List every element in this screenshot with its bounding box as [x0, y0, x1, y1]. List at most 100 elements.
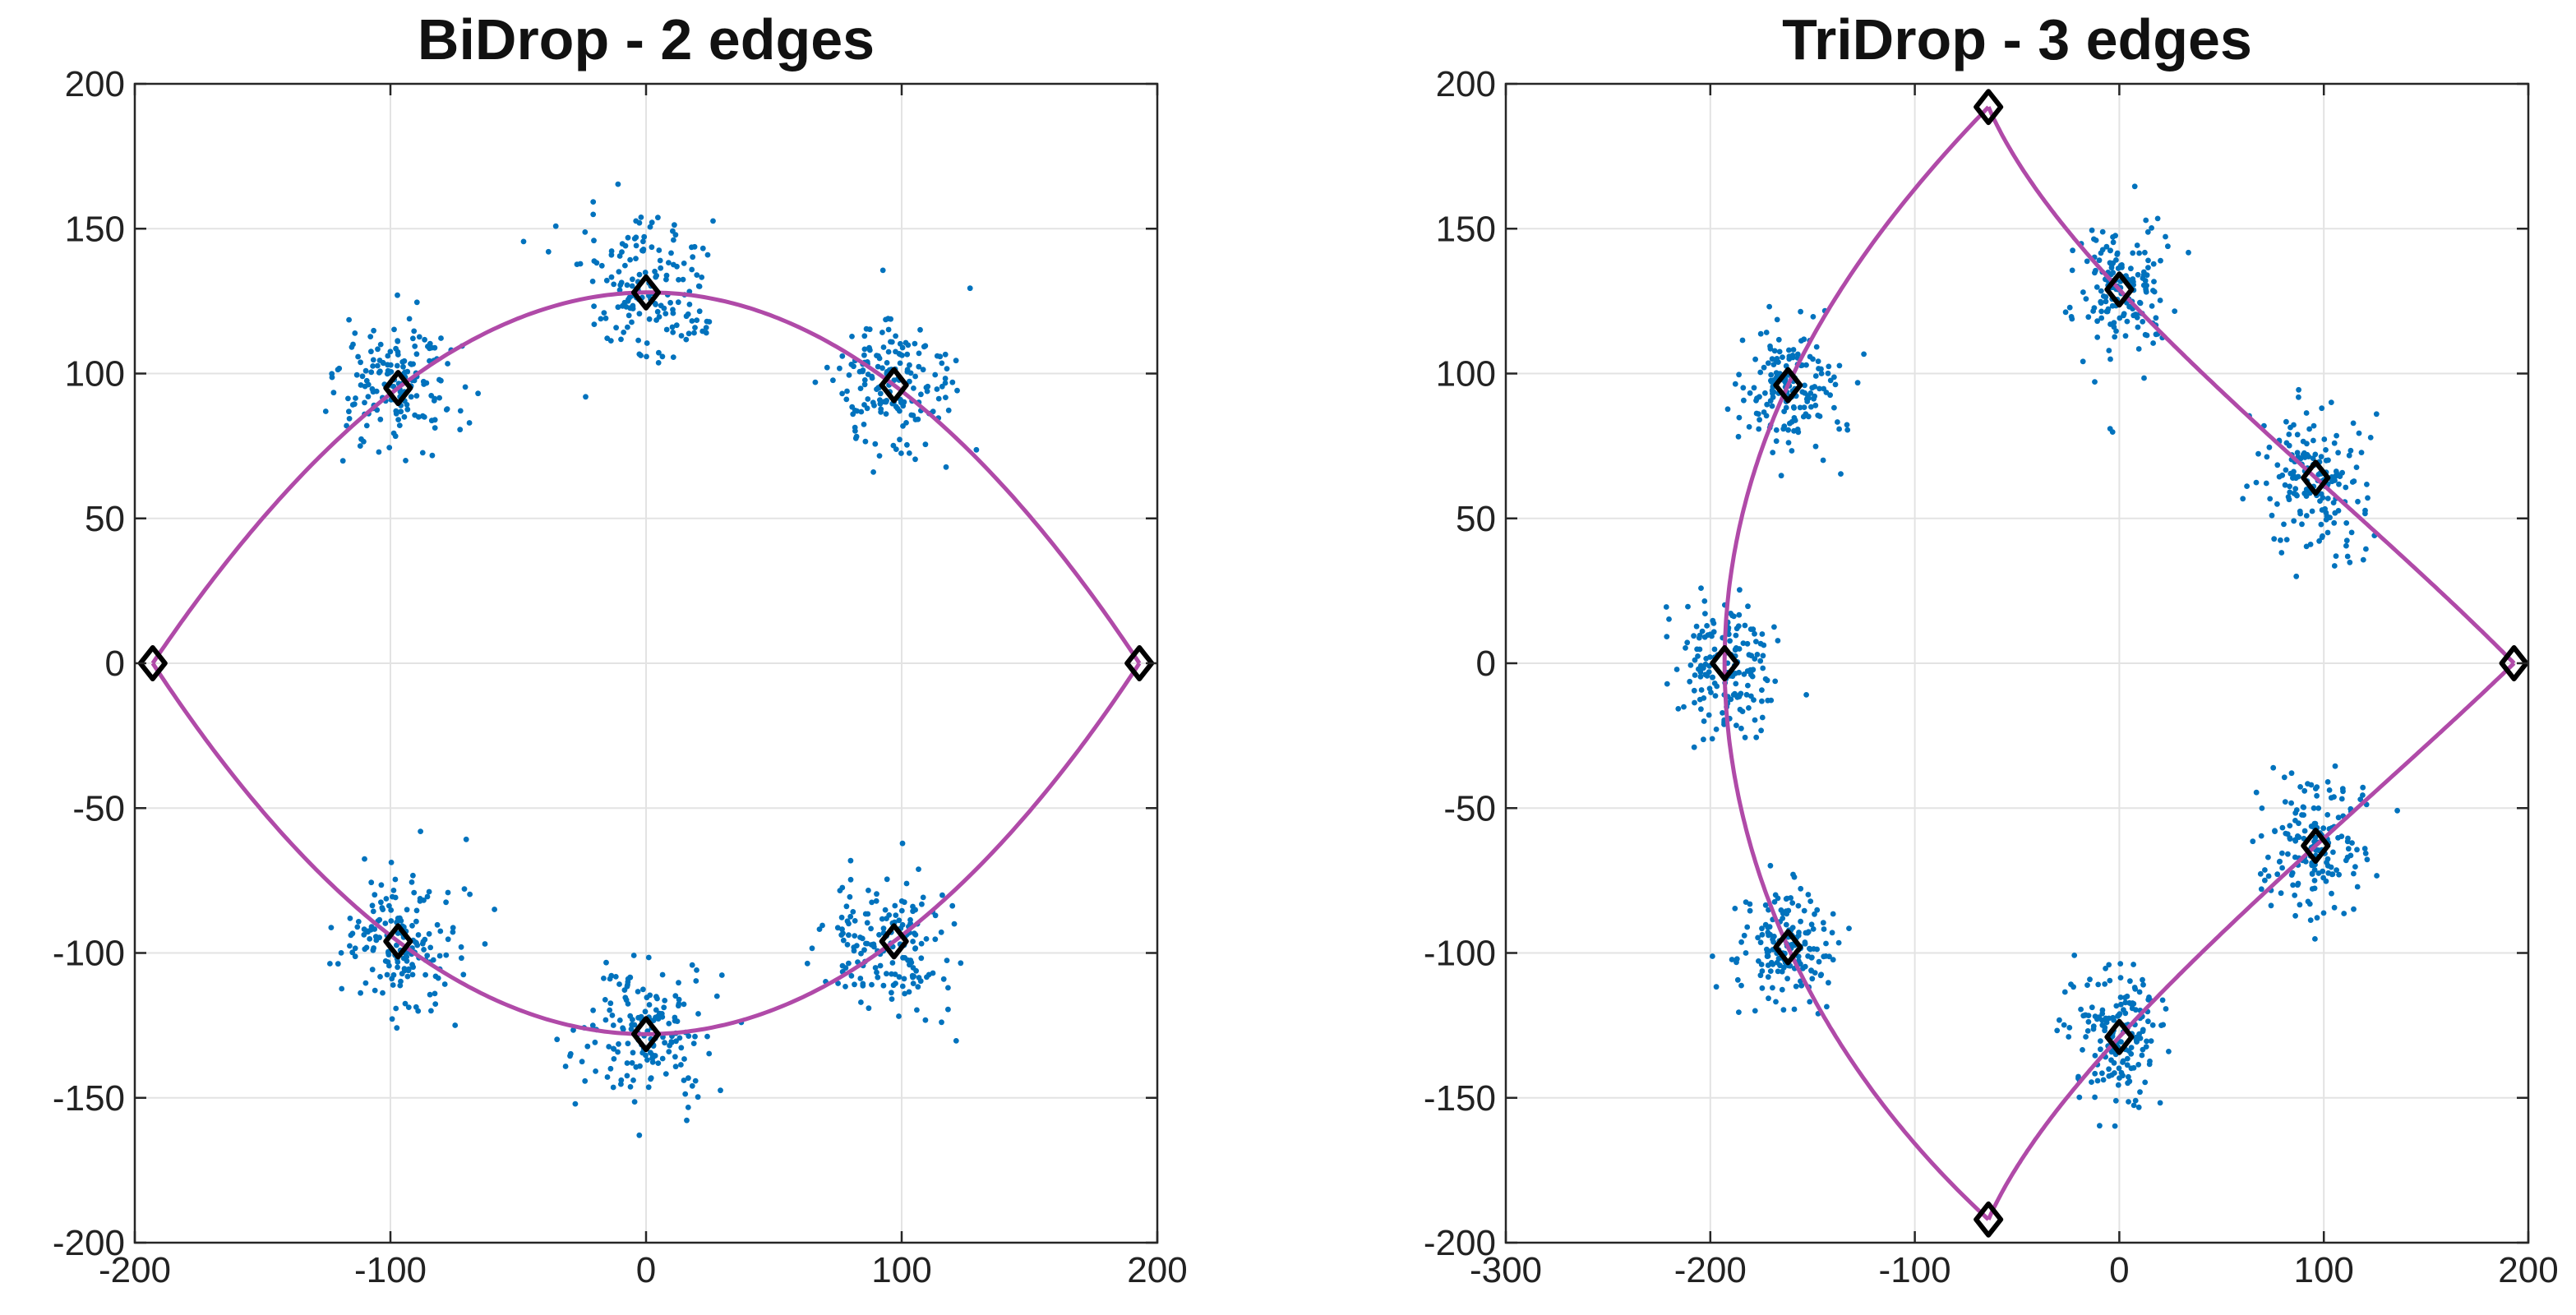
- sample-point: [374, 407, 381, 413]
- sample-point: [642, 1008, 649, 1015]
- sample-point: [1774, 316, 1780, 323]
- sample-point: [376, 369, 382, 376]
- sample-point: [1691, 687, 1697, 694]
- sample-point: [1791, 874, 1798, 880]
- sample-point: [690, 254, 696, 261]
- sample-point: [1775, 968, 1781, 975]
- sample-point: [367, 334, 374, 339]
- sample-point: [686, 330, 692, 337]
- sample-point: [399, 359, 406, 365]
- sample-point: [419, 450, 426, 456]
- sample-point: [2094, 284, 2100, 290]
- sample-point: [1794, 427, 1801, 432]
- sample-point: [1802, 939, 1808, 945]
- sample-point: [819, 922, 825, 929]
- sample-point: [394, 1025, 400, 1031]
- sample-point: [617, 282, 624, 288]
- sample-point: [616, 981, 622, 987]
- sample-point: [2150, 288, 2156, 293]
- sample-point: [2279, 865, 2286, 871]
- sample-point: [1836, 426, 1843, 432]
- sample-point: [1765, 925, 1771, 930]
- sample-point: [1691, 744, 1697, 750]
- sample-point: [1767, 345, 1774, 352]
- sample-point: [2092, 379, 2098, 385]
- sample-point: [2283, 537, 2290, 542]
- sample-point: [681, 1077, 687, 1083]
- sample-point: [876, 355, 883, 362]
- sample-point: [410, 872, 416, 879]
- sample-point: [2112, 1097, 2119, 1104]
- sample-point: [624, 983, 630, 990]
- sample-point: [2348, 529, 2355, 536]
- sample-point: [427, 991, 433, 998]
- sample-point: [1743, 950, 1749, 956]
- y-tick-label: 50: [85, 499, 125, 539]
- sample-point: [2131, 985, 2138, 990]
- sample-point: [681, 261, 687, 266]
- sample-point: [1747, 390, 1753, 396]
- sample-point: [885, 348, 892, 355]
- sample-point: [378, 899, 384, 906]
- sample-point: [1720, 710, 1725, 716]
- sample-point: [2131, 1102, 2137, 1109]
- sample-point: [837, 888, 843, 893]
- sample-point: [2347, 447, 2354, 454]
- sample-point: [2186, 249, 2191, 256]
- sample-point: [1740, 385, 1747, 391]
- sample-point: [2096, 257, 2103, 264]
- sample-point: [2294, 492, 2300, 499]
- sample-point: [879, 330, 885, 335]
- y-tick-label: 50: [1456, 499, 1496, 539]
- sample-point: [459, 955, 464, 962]
- sample-point: [2110, 239, 2117, 246]
- sample-point: [2292, 810, 2299, 816]
- sample-point: [934, 386, 940, 392]
- sample-point: [2130, 276, 2136, 282]
- sample-point: [1800, 413, 1807, 420]
- sample-point: [877, 962, 884, 969]
- sample-point: [346, 416, 353, 422]
- sample-point: [873, 897, 879, 904]
- sample-point: [2324, 779, 2331, 785]
- sample-point: [654, 308, 661, 315]
- sample-point: [834, 925, 841, 931]
- edge-curve: [150, 290, 1142, 665]
- sample-point: [2129, 1005, 2135, 1012]
- sample-point: [893, 333, 898, 339]
- sample-point: [875, 974, 881, 980]
- sample-point: [2126, 999, 2133, 1006]
- sample-point: [2100, 1077, 2107, 1083]
- sample-point: [670, 330, 676, 335]
- sample-point: [850, 909, 856, 915]
- sample-point: [2292, 893, 2298, 898]
- sample-point: [2094, 318, 2101, 325]
- sample-point: [375, 362, 381, 369]
- sample-point: [635, 989, 641, 994]
- sample-point: [572, 1100, 579, 1107]
- sample-point: [582, 1077, 589, 1084]
- sample-point: [1759, 687, 1765, 693]
- sample-point: [398, 978, 404, 985]
- sample-point: [846, 932, 852, 939]
- sample-point: [809, 945, 815, 952]
- sample-point: [436, 394, 442, 401]
- sample-point: [2267, 496, 2274, 502]
- sample-point: [671, 237, 676, 243]
- sample-point: [2076, 1094, 2083, 1100]
- sample-point: [1830, 957, 1836, 963]
- sample-point: [2140, 319, 2146, 325]
- sample-point: [2103, 966, 2109, 971]
- sample-point: [384, 971, 390, 978]
- sample-point: [2066, 1025, 2073, 1031]
- sample-point: [2338, 796, 2345, 802]
- sample-point: [954, 387, 960, 394]
- sample-point: [880, 982, 887, 989]
- sample-point: [628, 1026, 635, 1032]
- sample-point: [694, 967, 699, 973]
- sample-point: [367, 936, 373, 942]
- sample-point: [2102, 981, 2108, 987]
- edge-curve: [1986, 662, 2516, 1220]
- sample-point: [1775, 336, 1782, 343]
- sample-point: [905, 342, 912, 348]
